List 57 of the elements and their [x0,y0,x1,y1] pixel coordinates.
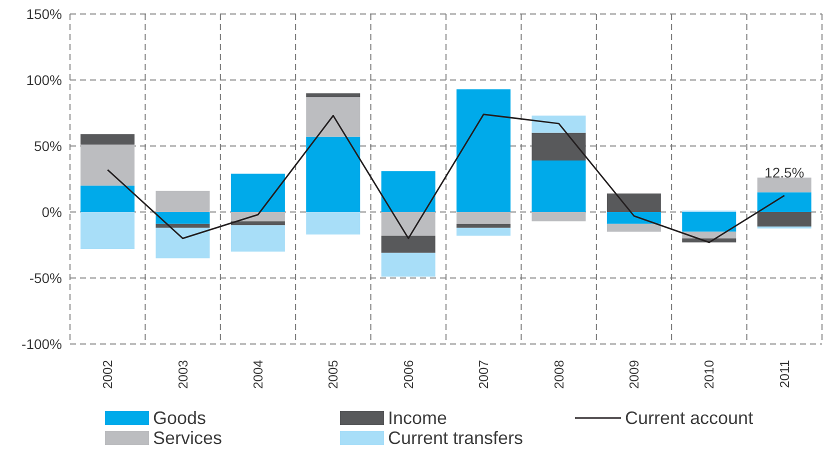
bar [456,228,511,236]
y-tick-label: -100% [22,336,62,352]
bar [80,134,135,145]
bar [757,178,812,192]
legend-label: Current account [625,408,754,428]
bar [156,212,210,224]
x-tick-label: 2007 [476,360,492,389]
bar [156,224,210,228]
bar [456,89,511,212]
x-tick-label: 2004 [250,360,266,389]
bar [80,212,135,249]
bar [306,212,360,234]
bar [306,93,360,98]
data-label: 12.5% [764,164,804,180]
bar [156,228,210,258]
bar [682,212,736,232]
y-tick-label: 0% [42,204,62,220]
bar [80,186,135,212]
x-tick-label: 2011 [776,360,792,388]
x-tick-label: 2010 [702,360,717,389]
bar [306,136,360,212]
bar [606,224,661,232]
legend-label: Current transfers [388,428,524,448]
bar [532,160,586,212]
bar [757,192,812,212]
x-tick-label: 2003 [175,360,190,389]
y-tick-label: -50% [29,270,62,286]
bar [230,174,285,212]
x-tick-label: 2009 [626,360,642,389]
x-tick-label: 2006 [400,360,416,389]
x-tick-label: 2002 [100,360,116,389]
bar [230,221,285,226]
bar [381,212,436,236]
bar [381,252,436,277]
bar [456,212,511,224]
bar [532,212,586,222]
legend-label: Income [388,408,448,428]
bar [230,212,285,222]
x-tick-label: 2005 [326,360,341,389]
bar [757,212,812,227]
x-tick-label: 2008 [551,360,566,389]
bar [230,225,285,252]
bar [532,116,586,133]
y-tick-label: 50% [34,138,62,154]
bar [532,132,586,161]
bar [80,144,135,186]
bar [456,224,511,228]
bar [156,190,210,212]
bar [381,236,436,253]
legend-label: Services [153,428,222,448]
bar [306,97,360,137]
legend-label: Goods [153,408,206,428]
bar [606,194,661,212]
bar [381,171,436,212]
y-tick-label: 150% [26,6,62,22]
y-tick-label: 100% [26,72,62,88]
bar [606,212,661,224]
